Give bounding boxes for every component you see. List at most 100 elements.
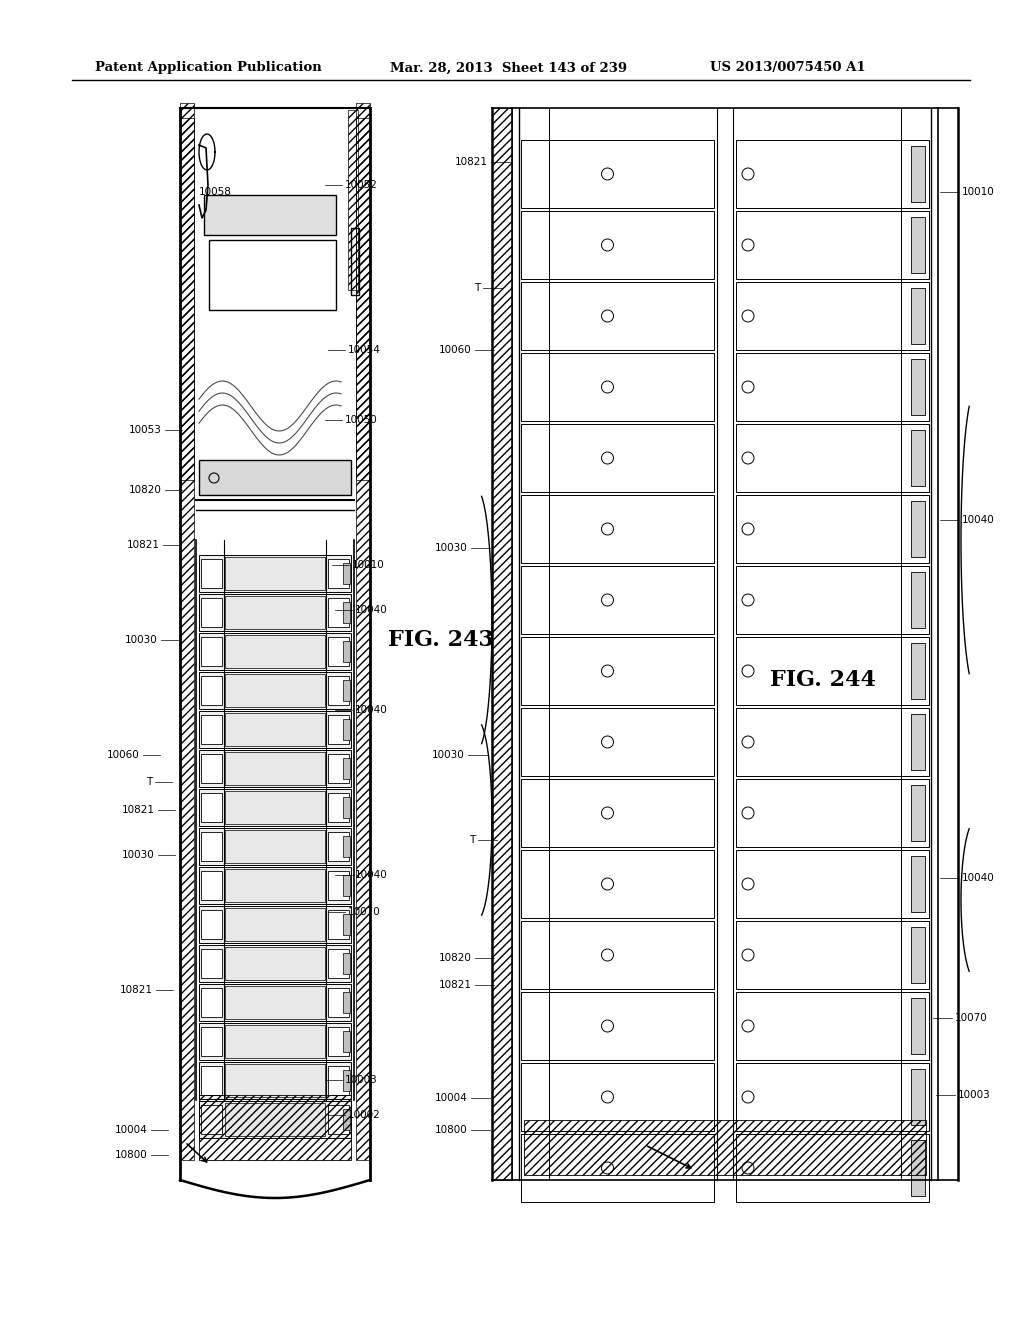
Polygon shape xyxy=(328,676,349,705)
Text: 10030: 10030 xyxy=(432,750,465,760)
Text: 10003: 10003 xyxy=(345,1074,378,1085)
Polygon shape xyxy=(199,1101,351,1138)
Polygon shape xyxy=(736,708,929,776)
Polygon shape xyxy=(911,502,925,557)
Polygon shape xyxy=(199,1023,351,1060)
Polygon shape xyxy=(736,495,929,564)
Polygon shape xyxy=(225,908,325,941)
Text: FIG. 244: FIG. 244 xyxy=(770,669,876,690)
Polygon shape xyxy=(911,785,925,841)
Polygon shape xyxy=(343,719,350,741)
Polygon shape xyxy=(328,558,349,587)
Polygon shape xyxy=(201,1067,222,1096)
Text: Mar. 28, 2013  Sheet 143 of 239: Mar. 28, 2013 Sheet 143 of 239 xyxy=(390,62,627,74)
Polygon shape xyxy=(343,836,350,857)
Text: 10821: 10821 xyxy=(127,540,160,550)
Polygon shape xyxy=(225,635,325,668)
Polygon shape xyxy=(911,147,925,202)
Polygon shape xyxy=(521,140,714,209)
Polygon shape xyxy=(328,1067,349,1096)
Polygon shape xyxy=(343,953,350,974)
Text: 10060: 10060 xyxy=(439,345,472,355)
Text: T: T xyxy=(474,282,480,293)
Polygon shape xyxy=(911,1140,925,1196)
Text: 10820: 10820 xyxy=(129,484,162,495)
Polygon shape xyxy=(328,949,349,978)
Polygon shape xyxy=(328,1027,349,1056)
Polygon shape xyxy=(199,554,351,591)
Polygon shape xyxy=(521,352,714,421)
Polygon shape xyxy=(521,850,714,917)
Polygon shape xyxy=(343,1031,350,1052)
Polygon shape xyxy=(911,927,925,983)
Polygon shape xyxy=(911,855,925,912)
Polygon shape xyxy=(199,750,351,787)
Polygon shape xyxy=(328,832,349,861)
Polygon shape xyxy=(328,1105,349,1134)
Polygon shape xyxy=(343,758,350,779)
Text: T: T xyxy=(145,777,152,787)
Polygon shape xyxy=(911,998,925,1053)
Polygon shape xyxy=(204,195,336,235)
Text: US 2013/0075450 A1: US 2013/0075450 A1 xyxy=(710,62,865,74)
Text: 10053: 10053 xyxy=(129,425,162,436)
Text: 10030: 10030 xyxy=(435,543,468,553)
Polygon shape xyxy=(201,793,222,822)
Polygon shape xyxy=(225,557,325,590)
Text: 10821: 10821 xyxy=(455,157,488,168)
Polygon shape xyxy=(736,850,929,917)
Polygon shape xyxy=(736,921,929,989)
Text: 10010: 10010 xyxy=(962,187,994,197)
Polygon shape xyxy=(521,638,714,705)
Polygon shape xyxy=(199,672,351,709)
Polygon shape xyxy=(201,871,222,900)
Polygon shape xyxy=(328,871,349,900)
Polygon shape xyxy=(911,572,925,628)
Text: 10070: 10070 xyxy=(955,1012,988,1023)
Polygon shape xyxy=(201,832,222,861)
Polygon shape xyxy=(521,211,714,279)
Polygon shape xyxy=(343,913,350,935)
Text: 10040: 10040 xyxy=(355,605,388,615)
Text: 10040: 10040 xyxy=(962,873,994,883)
Polygon shape xyxy=(521,1063,714,1131)
Text: 10030: 10030 xyxy=(122,850,155,861)
Polygon shape xyxy=(209,240,336,310)
Text: 10821: 10821 xyxy=(439,979,472,990)
Polygon shape xyxy=(328,909,349,939)
Polygon shape xyxy=(199,459,351,495)
Text: 10010: 10010 xyxy=(352,560,385,570)
Polygon shape xyxy=(343,797,350,818)
Polygon shape xyxy=(199,634,351,671)
Polygon shape xyxy=(521,993,714,1060)
Text: 10820: 10820 xyxy=(439,953,472,964)
Polygon shape xyxy=(343,993,350,1012)
Polygon shape xyxy=(199,711,351,748)
Polygon shape xyxy=(199,1063,351,1100)
Polygon shape xyxy=(521,779,714,847)
Polygon shape xyxy=(521,708,714,776)
Polygon shape xyxy=(328,793,349,822)
Polygon shape xyxy=(911,714,925,770)
Polygon shape xyxy=(521,495,714,564)
Polygon shape xyxy=(225,869,325,902)
Polygon shape xyxy=(201,1105,222,1134)
Polygon shape xyxy=(521,566,714,634)
Text: 10800: 10800 xyxy=(435,1125,468,1135)
Text: 10050: 10050 xyxy=(345,414,378,425)
Polygon shape xyxy=(328,638,349,667)
Text: 10058: 10058 xyxy=(199,187,231,197)
Polygon shape xyxy=(521,282,714,350)
Polygon shape xyxy=(225,752,325,785)
Polygon shape xyxy=(343,564,350,583)
Polygon shape xyxy=(521,921,714,989)
Polygon shape xyxy=(199,983,351,1020)
Polygon shape xyxy=(201,1027,222,1056)
Polygon shape xyxy=(201,676,222,705)
Polygon shape xyxy=(343,642,350,663)
Polygon shape xyxy=(201,754,222,783)
Polygon shape xyxy=(911,430,925,486)
Text: 10002: 10002 xyxy=(348,1110,381,1119)
Polygon shape xyxy=(736,1063,929,1131)
Polygon shape xyxy=(736,424,929,492)
